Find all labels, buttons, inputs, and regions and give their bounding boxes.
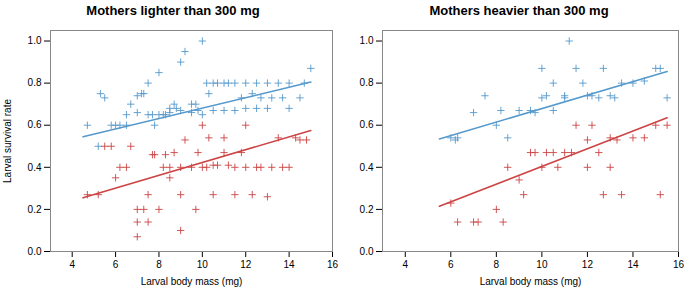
svg-text:0.2: 0.2 bbox=[360, 204, 374, 215]
svg-text:0.8: 0.8 bbox=[360, 77, 374, 88]
html-text:Mothers heavier than 300 mg: Mothers heavier than 300 mg bbox=[429, 3, 609, 18]
svg-text:0.6: 0.6 bbox=[360, 119, 374, 130]
svg-text:8: 8 bbox=[156, 259, 162, 270]
svg-text:0.4: 0.4 bbox=[28, 162, 42, 173]
svg-text:12: 12 bbox=[240, 259, 252, 270]
svg-text:Larval survival rate: Larval survival rate bbox=[2, 99, 13, 183]
svg-text:14: 14 bbox=[284, 259, 296, 270]
svg-text:16: 16 bbox=[327, 259, 339, 270]
svg-text:4: 4 bbox=[69, 259, 75, 270]
svg-text:0.6: 0.6 bbox=[28, 119, 42, 130]
svg-text:6: 6 bbox=[448, 259, 454, 270]
svg-text:1.0: 1.0 bbox=[360, 35, 374, 46]
svg-text:16: 16 bbox=[673, 259, 685, 270]
html-text:Mothers lighter than 300 mg: Mothers lighter than 300 mg bbox=[86, 3, 260, 18]
svg-text:0.0: 0.0 bbox=[360, 246, 374, 257]
svg-text:12: 12 bbox=[582, 259, 594, 270]
svg-text:Larval body mass (mg): Larval body mass (mg) bbox=[480, 276, 582, 287]
svg-text:10: 10 bbox=[536, 259, 548, 270]
svg-text:4: 4 bbox=[402, 259, 408, 270]
svg-text:0.2: 0.2 bbox=[28, 204, 42, 215]
svg-text:0.8: 0.8 bbox=[28, 77, 42, 88]
svg-text:8: 8 bbox=[494, 259, 500, 270]
svg-text:0.4: 0.4 bbox=[360, 162, 374, 173]
svg-text:10: 10 bbox=[197, 259, 209, 270]
svg-text:14: 14 bbox=[627, 259, 639, 270]
svg-text:Larval body mass (mg): Larval body mass (mg) bbox=[141, 276, 243, 287]
svg-text:0.0: 0.0 bbox=[28, 246, 42, 257]
svg-text:6: 6 bbox=[113, 259, 119, 270]
svg-text:1.0: 1.0 bbox=[28, 35, 42, 46]
